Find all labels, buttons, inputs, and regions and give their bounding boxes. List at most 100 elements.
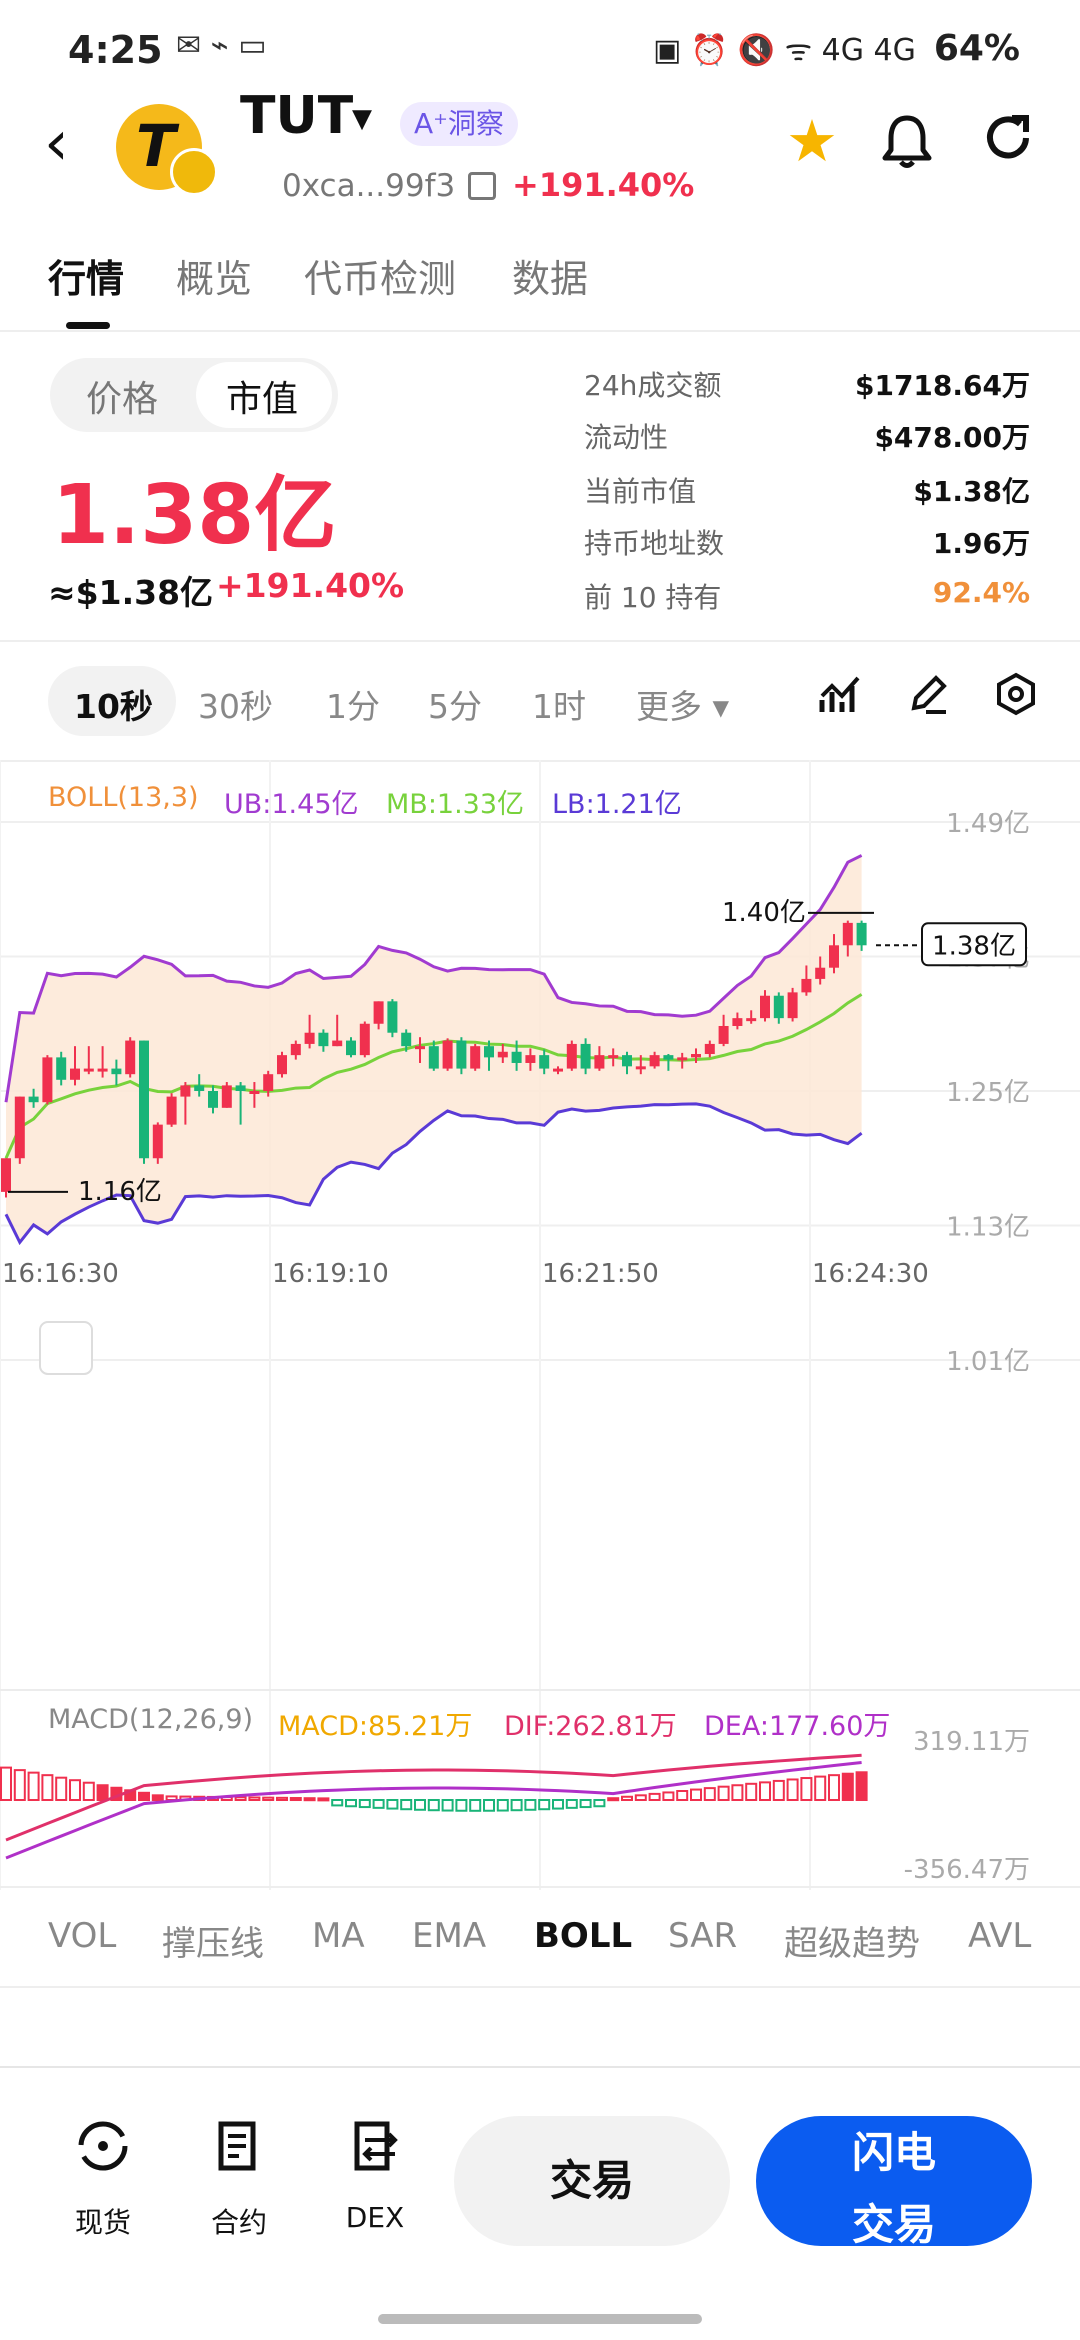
candle	[539, 1055, 550, 1069]
candle	[553, 1068, 563, 1072]
candle	[318, 1032, 329, 1047]
tab-data[interactable]: 数据	[512, 257, 589, 301]
candle	[249, 1091, 260, 1094]
header-change: +191.40%	[512, 166, 695, 204]
macd-bar	[772, 1779, 785, 1801]
candle	[56, 1057, 67, 1080]
boll-ub: UB:1.45亿	[224, 789, 359, 820]
status-time: 4:25	[68, 28, 163, 72]
indicator-ema[interactable]: EMA	[412, 1916, 487, 1956]
x-tick-label: 16:24:30	[812, 1259, 929, 1289]
indicator-sar[interactable]: SAR	[668, 1916, 738, 1956]
interval-30s[interactable]: 30秒	[198, 687, 273, 726]
candle	[263, 1074, 274, 1091]
divider	[0, 640, 1080, 642]
candle	[718, 1025, 729, 1044]
price-chart[interactable]: 1.49亿1.37亿1.25亿1.13亿1.01亿16:16:3016:19:1…	[0, 760, 1080, 1890]
refresh-icon[interactable]	[980, 110, 1036, 175]
copy-icon[interactable]	[468, 172, 496, 200]
expand-icon	[39, 1320, 93, 1375]
macd-bar	[469, 1799, 482, 1812]
interval-10s[interactable]: 10秒	[74, 687, 153, 726]
candle	[773, 995, 784, 1019]
macd-bar	[276, 1796, 288, 1801]
indicator-ma[interactable]: MA	[312, 1916, 365, 1956]
indicator-icon[interactable]	[818, 672, 862, 726]
macd-dea: DEA:177.60万	[704, 1711, 891, 1742]
indicator-support[interactable]: 撑压线	[162, 1924, 264, 1964]
back-icon[interactable]: ‹	[44, 106, 69, 179]
spot-icon	[48, 2118, 158, 2187]
candle	[856, 922, 867, 946]
macd-bar	[0, 1766, 12, 1801]
stat-value: 1.96万	[932, 527, 1030, 560]
macd-bar	[82, 1781, 95, 1801]
indicator-avl[interactable]: AVL	[968, 1916, 1032, 1956]
macd-bar	[96, 1784, 109, 1801]
interval-5m[interactable]: 5分	[428, 687, 482, 726]
candle	[332, 1040, 343, 1047]
toggle-price[interactable]: 价格	[86, 379, 159, 420]
nav-spot[interactable]: 现货	[48, 2118, 158, 2241]
tab-overview[interactable]: 概览	[176, 257, 253, 301]
stat-value: $478.00万	[874, 421, 1030, 454]
macd-dea-line	[5, 1761, 862, 1860]
y-tick-label: 1.49亿	[946, 809, 1030, 839]
tab-market[interactable]: 行情	[48, 257, 125, 301]
macd-bar	[607, 1797, 620, 1802]
macd-bar	[386, 1799, 399, 1810]
stat-value: $1.38亿	[913, 475, 1030, 508]
interval-1m[interactable]: 1分	[326, 687, 380, 726]
indicator-boll[interactable]: BOLL	[534, 1916, 633, 1956]
tab-underline	[66, 322, 110, 329]
nav-contract[interactable]: 合约	[184, 2118, 294, 2241]
macd-bar	[841, 1772, 854, 1801]
tab-token-check[interactable]: 代币检测	[304, 257, 457, 301]
draw-icon[interactable]	[906, 672, 950, 726]
macd-bar	[855, 1771, 868, 1802]
macd-bar	[717, 1785, 730, 1802]
bell-icon[interactable]	[880, 112, 934, 179]
candle	[42, 1057, 53, 1103]
macd-bar	[745, 1782, 758, 1801]
indicator-vol[interactable]: VOL	[48, 1916, 117, 1956]
candle	[304, 1032, 315, 1044]
token-symbol[interactable]: TUT	[240, 86, 354, 146]
candle	[28, 1096, 39, 1103]
candle	[111, 1068, 122, 1075]
candle	[290, 1043, 301, 1056]
candle	[346, 1040, 356, 1056]
macd-bar	[634, 1794, 647, 1801]
price-change: +191.40%	[216, 566, 405, 605]
current-price-box	[921, 922, 1027, 967]
status-notification-icons: ✉ ⌁ ▭	[176, 28, 267, 63]
divider	[0, 1886, 1080, 1888]
interval-more[interactable]: 更多 ▾	[636, 687, 730, 726]
macd-bar	[828, 1774, 840, 1801]
ai-insight-badge[interactable]: A⁺洞察	[400, 102, 518, 146]
stat-label: 前 10 持有	[584, 581, 722, 614]
macd-bar	[524, 1799, 537, 1811]
macd-tick-low: -356.47万	[904, 1855, 1030, 1885]
candle	[511, 1051, 522, 1063]
settings-icon[interactable]	[994, 672, 1038, 726]
nav-dex[interactable]: DEX	[320, 2118, 430, 2234]
candle	[842, 922, 853, 946]
indicator-supertrend[interactable]: 超级趋势	[784, 1924, 920, 1964]
candle	[677, 1057, 688, 1061]
chevron-down-icon[interactable]: ▼	[352, 104, 372, 134]
trade-button[interactable]: 交易	[454, 2116, 730, 2246]
macd-bar	[41, 1774, 54, 1801]
candle	[801, 978, 812, 993]
favorite-star-icon[interactable]: ★	[786, 107, 838, 175]
macd-bar	[648, 1792, 661, 1802]
toggle-market-cap[interactable]: 市值	[226, 379, 299, 420]
macd-bar	[676, 1790, 689, 1801]
candle	[194, 1085, 205, 1091]
interval-active-bg	[48, 666, 176, 736]
divider	[0, 2066, 1080, 2068]
flash-trade-button[interactable]: 闪电 交易	[756, 2116, 1032, 2246]
macd-value: MACD:85.21万	[278, 1711, 473, 1742]
candle	[566, 1043, 577, 1069]
interval-1h[interactable]: 1时	[532, 687, 586, 726]
